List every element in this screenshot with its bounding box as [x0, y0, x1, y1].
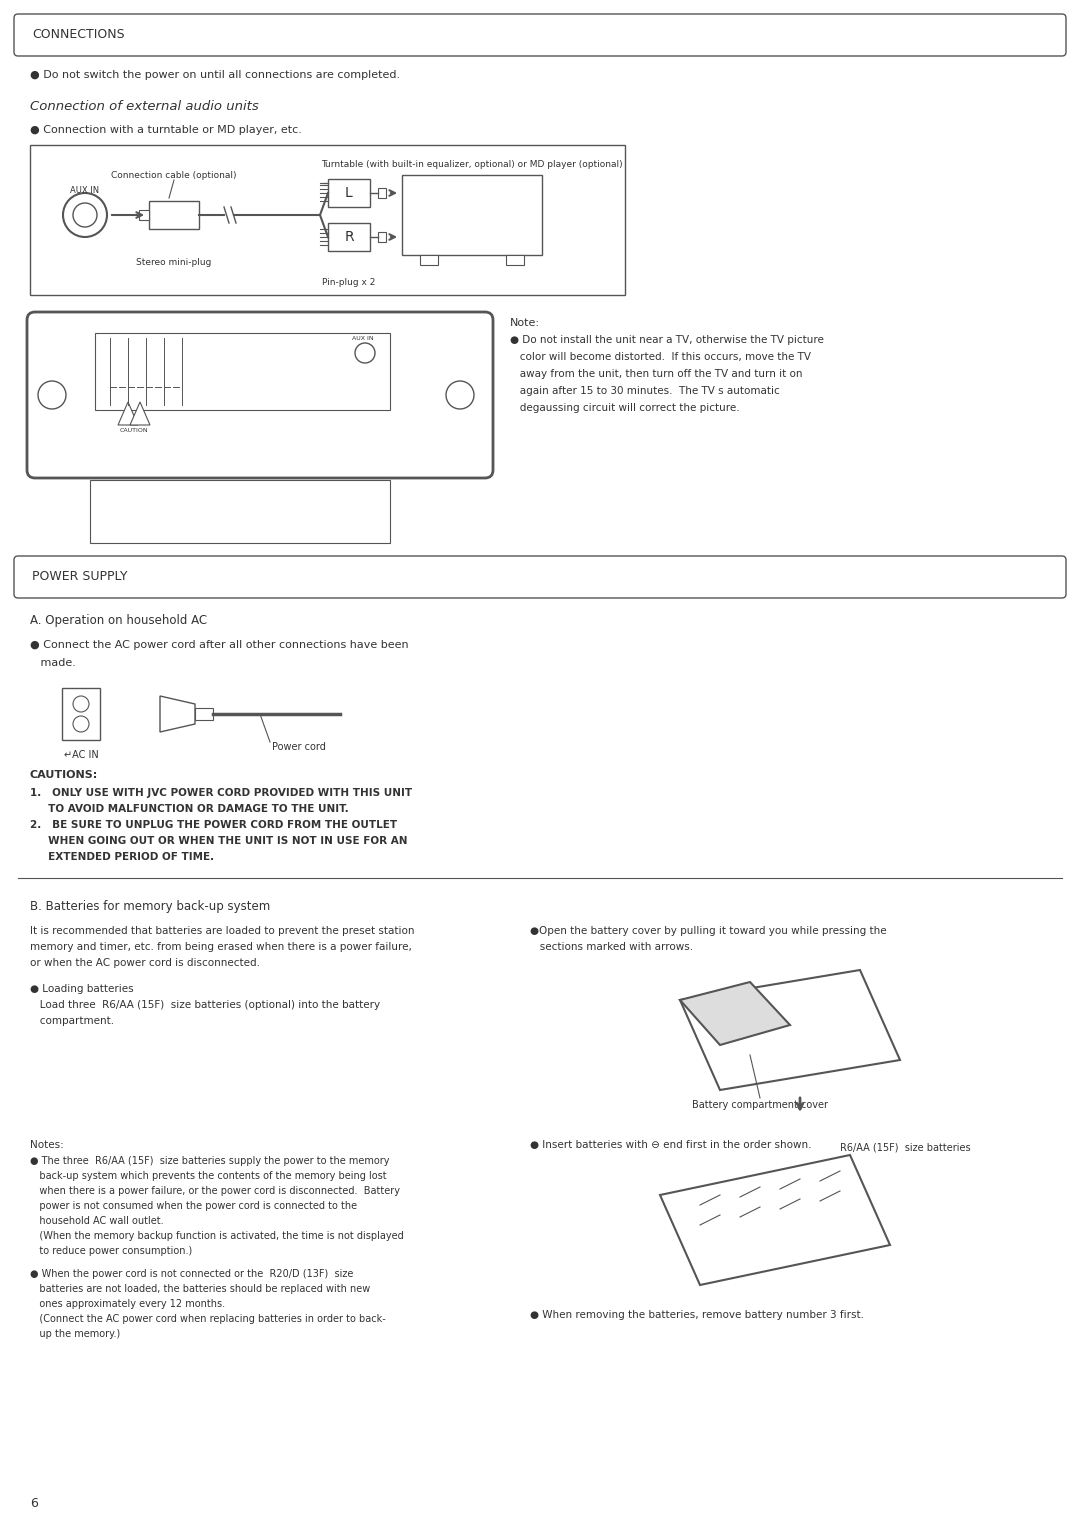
Text: ● Loading batteries: ● Loading batteries	[30, 984, 134, 995]
Text: or when the AC power cord is disconnected.: or when the AC power cord is disconnecte…	[30, 958, 260, 969]
Text: CAUTION: CAUTION	[120, 428, 148, 432]
Text: power is not consumed when the power cord is connected to the: power is not consumed when the power cor…	[30, 1201, 357, 1212]
Text: 1.   ONLY USE WITH JVC POWER CORD PROVIDED WITH THIS UNIT: 1. ONLY USE WITH JVC POWER CORD PROVIDED…	[30, 788, 413, 798]
Text: Connection of external audio units: Connection of external audio units	[30, 99, 259, 113]
Bar	[420, 255, 438, 264]
Text: ● Do not switch the power on until all connections are completed.: ● Do not switch the power on until all c…	[30, 70, 400, 79]
Bar	[507, 255, 524, 264]
Text: up the memory.): up the memory.)	[30, 1329, 120, 1339]
Text: made.: made.	[30, 659, 76, 668]
Text: L: L	[346, 186, 353, 200]
Bar	[90, 480, 390, 542]
Text: ● Connection with a turntable or MD player, etc.: ● Connection with a turntable or MD play…	[30, 125, 302, 134]
Bar	[62, 688, 100, 740]
Text: EXTENDED PERIOD OF TIME.: EXTENDED PERIOD OF TIME.	[30, 853, 214, 862]
Text: WHEN GOING OUT OR WHEN THE UNIT IS NOT IN USE FOR AN: WHEN GOING OUT OR WHEN THE UNIT IS NOT I…	[30, 836, 407, 847]
Text: Load three  R6/AA (15F)  size batteries (optional) into the battery: Load three R6/AA (15F) size batteries (o…	[30, 999, 380, 1010]
Text: Note:: Note:	[510, 318, 540, 329]
FancyBboxPatch shape	[14, 14, 1066, 57]
Text: household AC wall outlet.: household AC wall outlet.	[30, 1216, 164, 1225]
Circle shape	[63, 193, 107, 237]
Circle shape	[446, 380, 474, 410]
Text: It is recommended that batteries are loaded to prevent the preset station: It is recommended that batteries are loa…	[30, 926, 415, 937]
Text: ● Connect the AC power cord after all other connections have been: ● Connect the AC power cord after all ot…	[30, 640, 408, 649]
Text: R: R	[345, 231, 354, 244]
Bar	[149, 202, 199, 229]
Text: ones approximately every 12 months.: ones approximately every 12 months.	[30, 1299, 225, 1309]
Text: away from the unit, then turn off the TV and turn it on: away from the unit, then turn off the TV…	[510, 368, 802, 379]
FancyBboxPatch shape	[14, 556, 1066, 597]
Text: back-up system which prevents the contents of the memory being lost: back-up system which prevents the conten…	[30, 1170, 387, 1181]
Text: CAUTIONS:: CAUTIONS:	[30, 770, 98, 779]
Circle shape	[38, 380, 66, 410]
Text: Battery compartment cover: Battery compartment cover	[692, 1100, 828, 1109]
Text: (When the memory backup function is activated, the time is not displayed: (When the memory backup function is acti…	[30, 1232, 404, 1241]
Text: batteries are not loaded, the batteries should be replaced with new: batteries are not loaded, the batteries …	[30, 1284, 370, 1294]
Text: 2.   BE SURE TO UNPLUG THE POWER CORD FROM THE OUTLET: 2. BE SURE TO UNPLUG THE POWER CORD FROM…	[30, 821, 397, 830]
Text: when there is a power failure, or the power cord is disconnected.  Battery: when there is a power failure, or the po…	[30, 1186, 400, 1196]
Text: R6/AA (15F)  size batteries: R6/AA (15F) size batteries	[840, 1143, 971, 1154]
Text: ↵AC IN: ↵AC IN	[64, 750, 98, 759]
Text: Notes:: Notes:	[30, 1140, 64, 1151]
Bar	[328, 223, 370, 251]
Text: CONNECTIONS: CONNECTIONS	[32, 29, 124, 41]
Circle shape	[73, 695, 89, 712]
Bar	[378, 232, 386, 241]
Bar	[402, 176, 542, 255]
Bar	[378, 188, 386, 199]
Text: AUX IN: AUX IN	[352, 336, 374, 341]
Bar	[328, 179, 370, 206]
Text: ● The three  R6/AA (15F)  size batteries supply the power to the memory: ● The three R6/AA (15F) size batteries s…	[30, 1157, 390, 1166]
Circle shape	[73, 203, 97, 228]
Text: Power cord: Power cord	[272, 743, 326, 752]
Text: ● Insert batteries with ⊖ end first in the order shown.: ● Insert batteries with ⊖ end first in t…	[530, 1140, 811, 1151]
Text: Stereo mini-plug: Stereo mini-plug	[136, 258, 212, 267]
Text: to reduce power consumption.): to reduce power consumption.)	[30, 1245, 192, 1256]
Text: A. Operation on household AC: A. Operation on household AC	[30, 614, 207, 626]
Polygon shape	[118, 402, 138, 425]
Text: sections marked with arrows.: sections marked with arrows.	[530, 941, 693, 952]
Circle shape	[73, 717, 89, 732]
Text: degaussing circuit will correct the picture.: degaussing circuit will correct the pict…	[510, 403, 740, 413]
Bar	[195, 707, 213, 720]
Bar	[95, 333, 390, 410]
Bar	[139, 209, 149, 220]
Circle shape	[355, 342, 375, 364]
Text: TO AVOID MALFUNCTION OR DAMAGE TO THE UNIT.: TO AVOID MALFUNCTION OR DAMAGE TO THE UN…	[30, 804, 349, 814]
Text: 6: 6	[30, 1497, 38, 1510]
Polygon shape	[160, 695, 195, 732]
Polygon shape	[680, 983, 789, 1045]
Text: again after 15 to 30 minutes.  The TV s automatic: again after 15 to 30 minutes. The TV s a…	[510, 387, 780, 396]
Text: POWER SUPPLY: POWER SUPPLY	[32, 570, 127, 584]
Text: ● Do not install the unit near a TV, otherwise the TV picture: ● Do not install the unit near a TV, oth…	[510, 335, 824, 345]
Polygon shape	[660, 1155, 890, 1285]
Text: Pin-plug x 2: Pin-plug x 2	[322, 278, 376, 287]
Text: Connection cable (optional): Connection cable (optional)	[111, 171, 237, 180]
Polygon shape	[680, 970, 900, 1089]
Bar	[30, 145, 625, 295]
Text: color will become distorted.  If this occurs, move the TV: color will become distorted. If this occ…	[510, 351, 811, 362]
Text: compartment.: compartment.	[30, 1016, 114, 1025]
Text: Turntable (with built-in equalizer, optional) or MD player (optional): Turntable (with built-in equalizer, opti…	[321, 160, 623, 170]
Text: memory and timer, etc. from being erased when there is a power failure,: memory and timer, etc. from being erased…	[30, 941, 411, 952]
Polygon shape	[130, 402, 150, 425]
Text: (Connect the AC power cord when replacing batteries in order to back-: (Connect the AC power cord when replacin…	[30, 1314, 386, 1323]
Text: B. Batteries for memory back-up system: B. Batteries for memory back-up system	[30, 900, 270, 914]
FancyBboxPatch shape	[27, 312, 492, 478]
Text: ●Open the battery cover by pulling it toward you while pressing the: ●Open the battery cover by pulling it to…	[530, 926, 887, 937]
Text: ● When the power cord is not connected or the  R20/D (13F)  size: ● When the power cord is not connected o…	[30, 1268, 353, 1279]
Text: AUX IN: AUX IN	[70, 186, 99, 196]
Text: ● When removing the batteries, remove battery number 3 first.: ● When removing the batteries, remove ba…	[530, 1309, 864, 1320]
